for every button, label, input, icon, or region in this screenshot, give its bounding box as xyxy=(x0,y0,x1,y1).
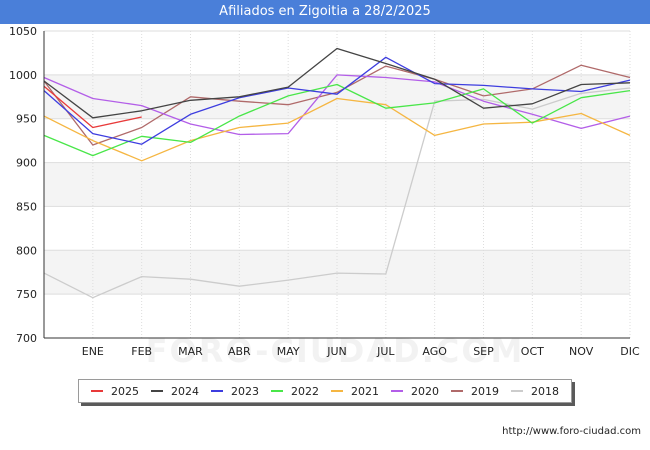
x-tick-label: DIC xyxy=(620,345,640,358)
legend-item-2019: 2019 xyxy=(451,385,499,398)
x-tick-label: FEB xyxy=(131,345,152,358)
series-line-2021 xyxy=(43,97,631,162)
legend-swatch xyxy=(271,390,283,392)
series-line-2018 xyxy=(43,87,631,299)
legend-item-2022: 2022 xyxy=(271,385,319,398)
legend-label: 2023 xyxy=(231,384,259,398)
y-tick-label: 1000 xyxy=(9,69,37,82)
legend-swatch xyxy=(91,390,103,392)
legend-label: 2022 xyxy=(291,384,319,398)
legend-item-2025: 2025 xyxy=(91,385,139,398)
y-tick-label: 900 xyxy=(16,157,37,170)
legend-swatch xyxy=(511,390,523,392)
legend-item-2023: 2023 xyxy=(211,385,259,398)
legend-label: 2018 xyxy=(531,384,559,398)
y-tick-label: 800 xyxy=(16,244,37,257)
y-tick-label: 700 xyxy=(16,332,37,345)
series-line-2020 xyxy=(43,74,631,136)
legend-label: 2024 xyxy=(171,384,199,398)
y-tick-label: 750 xyxy=(16,288,37,301)
legend-item-2018: 2018 xyxy=(511,385,559,398)
legend-swatch xyxy=(211,390,223,392)
x-tick-label: MAY xyxy=(277,345,300,358)
legend-swatch xyxy=(451,390,463,392)
x-tick-label: JUN xyxy=(326,345,347,358)
legend-label: 2025 xyxy=(111,384,139,398)
legend-item-2024: 2024 xyxy=(151,385,199,398)
x-tick-label: MAR xyxy=(178,345,203,358)
legend-swatch xyxy=(331,390,343,392)
series-line-2022 xyxy=(43,83,631,157)
legend-item-2020: 2020 xyxy=(391,385,439,398)
x-tick-label: AGO xyxy=(422,345,447,358)
x-tick-label: NOV xyxy=(569,345,594,358)
series-line-2023 xyxy=(43,56,631,145)
legend-swatch xyxy=(151,390,163,392)
legend-label: 2020 xyxy=(411,384,439,398)
x-tick-label: ABR xyxy=(228,345,251,358)
series-line-2025 xyxy=(43,85,142,129)
y-tick-label: 1050 xyxy=(9,25,37,38)
x-tick-label: ENE xyxy=(82,345,104,358)
legend-label: 2021 xyxy=(351,384,379,398)
x-tick-label: JUL xyxy=(376,345,395,358)
y-tick-label: 850 xyxy=(16,200,37,213)
legend-label: 2019 xyxy=(471,384,499,398)
x-tick-label: SEP xyxy=(473,345,494,358)
source-url: http://www.foro-ciudad.com xyxy=(502,426,641,437)
x-tick-label: OCT xyxy=(521,345,544,358)
legend-item-2021: 2021 xyxy=(331,385,379,398)
legend: 2025 2024 2023 2022 2021 2020 2019 2018 xyxy=(78,379,572,403)
series-line-2024 xyxy=(43,47,631,119)
y-tick-label: 950 xyxy=(16,113,37,126)
chart-title: Afiliados en Zigoitia a 28/2/2025 xyxy=(0,0,650,24)
legend-swatch xyxy=(391,390,403,392)
